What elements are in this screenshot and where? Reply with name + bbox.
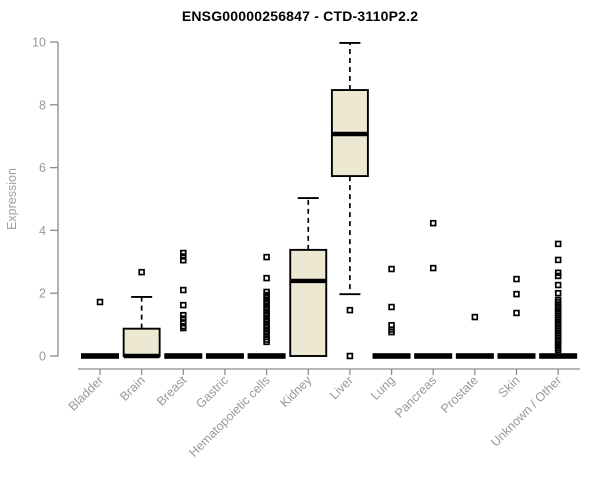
zero-bar-hematopoietic-cells bbox=[247, 353, 286, 359]
outlier-point-prostate bbox=[471, 313, 479, 321]
outlier-point-lung bbox=[388, 328, 395, 336]
y-tick-label: 4 bbox=[39, 224, 46, 238]
outlier-point-pancreas bbox=[429, 219, 437, 227]
outlier-point-unknown-other bbox=[554, 289, 562, 297]
outlier-point-bladder bbox=[96, 298, 104, 306]
outlier-point-lung bbox=[388, 265, 395, 273]
chart-title: ENSG00000256847 - CTD-3110P2.2 bbox=[181, 8, 419, 24]
outlier-point-breast bbox=[180, 324, 187, 332]
outlier-point-breast bbox=[180, 301, 187, 309]
y-tick-label: 0 bbox=[39, 350, 46, 364]
zero-bar-skin bbox=[497, 353, 536, 359]
box-brain bbox=[122, 327, 161, 357]
outlier-point-breast bbox=[180, 256, 187, 264]
x-tick-label-skin: Skin bbox=[496, 373, 523, 400]
x-tick-label-brain: Brain bbox=[117, 373, 148, 404]
x-tick-label-breast: Breast bbox=[154, 373, 190, 409]
outlier-point-unknown-other bbox=[554, 346, 562, 354]
zero-bar-breast bbox=[164, 353, 203, 359]
outlier-point-hematopoietic-cells bbox=[263, 274, 270, 282]
x-tick-label-unknown-other: Unknown / Other bbox=[488, 373, 564, 449]
outlier-point-skin bbox=[513, 309, 520, 317]
box-kidney bbox=[289, 248, 328, 357]
zero-bar-gastric bbox=[205, 353, 244, 359]
zero-bar-pancreas bbox=[414, 353, 453, 359]
x-tick-label-lung: Lung bbox=[368, 373, 398, 403]
x-tick-label-bladder: Bladder bbox=[66, 373, 106, 413]
x-tick-label-prostate: Prostate bbox=[438, 373, 481, 416]
outlier-point-breast bbox=[180, 253, 187, 260]
outlier-point-skin bbox=[513, 275, 520, 283]
y-axis-title: Expression bbox=[5, 168, 19, 230]
y-tick-label: 8 bbox=[39, 98, 46, 112]
y-tick-label: 10 bbox=[32, 36, 46, 50]
zero-bar-prostate bbox=[455, 353, 494, 359]
x-tick-label-hematopoietic-cells: Hematopoietic cells bbox=[186, 373, 273, 460]
outlier-point-liver bbox=[346, 352, 354, 360]
zero-bar-unknown-other bbox=[539, 353, 578, 359]
outlier-point-lung bbox=[388, 303, 395, 311]
y-tick-label: 6 bbox=[39, 161, 46, 175]
zero-bar-bladder bbox=[81, 353, 119, 359]
outlier-point-breast bbox=[180, 311, 187, 319]
x-tick-label-liver: Liver bbox=[327, 373, 356, 402]
outlier-point-liver bbox=[346, 306, 354, 314]
y-tick-label: 2 bbox=[39, 287, 46, 301]
outlier-point-unknown-other bbox=[554, 272, 562, 280]
outlier-point-breast bbox=[180, 319, 187, 326]
outlier-point-brain bbox=[138, 268, 145, 276]
outlier-point-breast bbox=[180, 249, 187, 257]
outlier-point-skin bbox=[513, 290, 520, 298]
outlier-point-unknown-other bbox=[554, 240, 562, 248]
outlier-point-hematopoietic-cells bbox=[263, 338, 270, 346]
outlier-point-unknown-other bbox=[554, 281, 562, 289]
outlier-point-breast bbox=[180, 315, 187, 322]
outlier-point-pancreas bbox=[429, 264, 437, 272]
x-tick-label-pancreas: Pancreas bbox=[392, 373, 439, 420]
outlier-point-unknown-other bbox=[554, 256, 562, 264]
x-tick-label-kidney: Kidney bbox=[277, 373, 314, 410]
outlier-point-hematopoietic-cells bbox=[263, 253, 270, 261]
zero-bar-lung bbox=[372, 353, 411, 359]
x-tick-label-gastric: Gastric bbox=[193, 373, 231, 411]
outlier-point-breast bbox=[180, 286, 187, 294]
